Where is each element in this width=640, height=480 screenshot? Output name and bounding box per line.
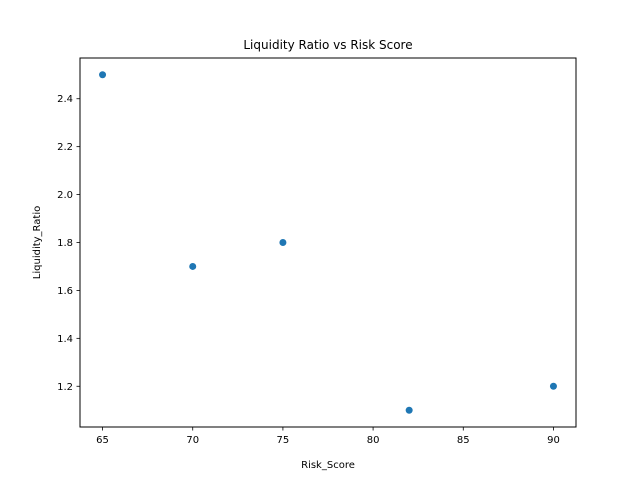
y-tick-label: 2.0 bbox=[57, 190, 73, 201]
scatter-points bbox=[99, 71, 557, 414]
x-tick-label: 75 bbox=[277, 435, 290, 446]
y-axis: 1.2 1.4 1.6 1.8 2.0 2.2 2.4 bbox=[57, 94, 80, 393]
scatter-point bbox=[405, 406, 413, 414]
scatter-point bbox=[99, 71, 107, 79]
x-axis: 65 70 75 80 85 90 bbox=[96, 427, 560, 446]
scatter-point bbox=[189, 262, 197, 270]
x-tick-label: 90 bbox=[547, 435, 560, 446]
y-tick-label: 1.8 bbox=[57, 238, 73, 249]
x-tick-label: 70 bbox=[186, 435, 199, 446]
y-tick-label: 2.4 bbox=[57, 94, 73, 105]
y-tick-label: 1.2 bbox=[57, 382, 73, 393]
y-axis-label: Liquidity_Ratio bbox=[32, 206, 43, 279]
chart-title: Liquidity Ratio vs Risk Score bbox=[243, 38, 412, 52]
scatter-point bbox=[279, 239, 287, 246]
y-tick-label: 1.4 bbox=[57, 334, 73, 345]
x-tick-label: 65 bbox=[96, 435, 109, 446]
scatter-point bbox=[549, 382, 557, 390]
x-axis-label: Risk_Score bbox=[301, 460, 355, 471]
y-tick-label: 2.2 bbox=[57, 142, 73, 153]
x-tick-label: 80 bbox=[367, 435, 380, 446]
x-tick-label: 85 bbox=[457, 435, 470, 446]
y-tick-label: 1.6 bbox=[57, 286, 73, 297]
